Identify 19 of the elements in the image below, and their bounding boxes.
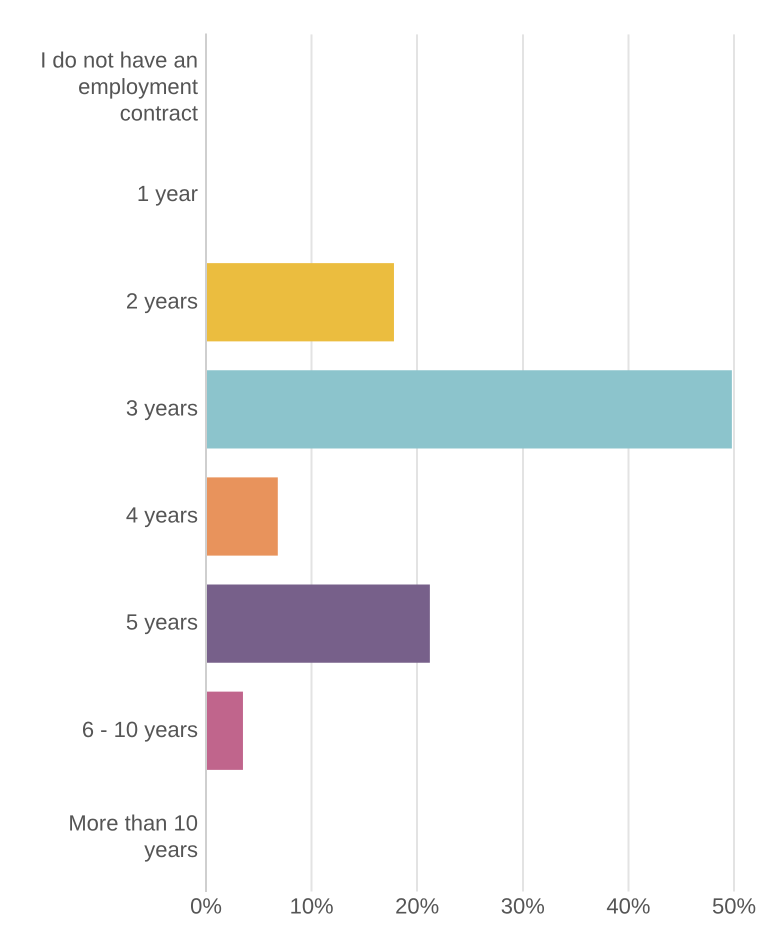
bar (207, 692, 243, 770)
bar (207, 477, 278, 556)
x-tick-label: 20% (395, 894, 440, 919)
y-tick-label: 5 years (126, 610, 198, 635)
x-tick-label: 40% (606, 894, 650, 919)
y-tick-label: 1 year (136, 181, 198, 206)
y-tick-label: 6 - 10 years (82, 716, 198, 742)
y-tick-label: I do not have an employment contract (40, 48, 198, 126)
x-tick-label: 10% (290, 894, 334, 919)
y-tick-label: 3 years (126, 395, 198, 420)
y-tick-label: 4 years (126, 502, 198, 528)
x-tick-label: 30% (500, 894, 545, 919)
bar (207, 370, 732, 448)
y-tick-label: More than 10 years (68, 810, 198, 862)
bar (207, 584, 430, 663)
x-tick-label: 0% (190, 894, 222, 919)
y-tick-label: 2 years (126, 288, 198, 314)
x-tick-label: 50% (712, 894, 756, 919)
bar (207, 263, 394, 342)
